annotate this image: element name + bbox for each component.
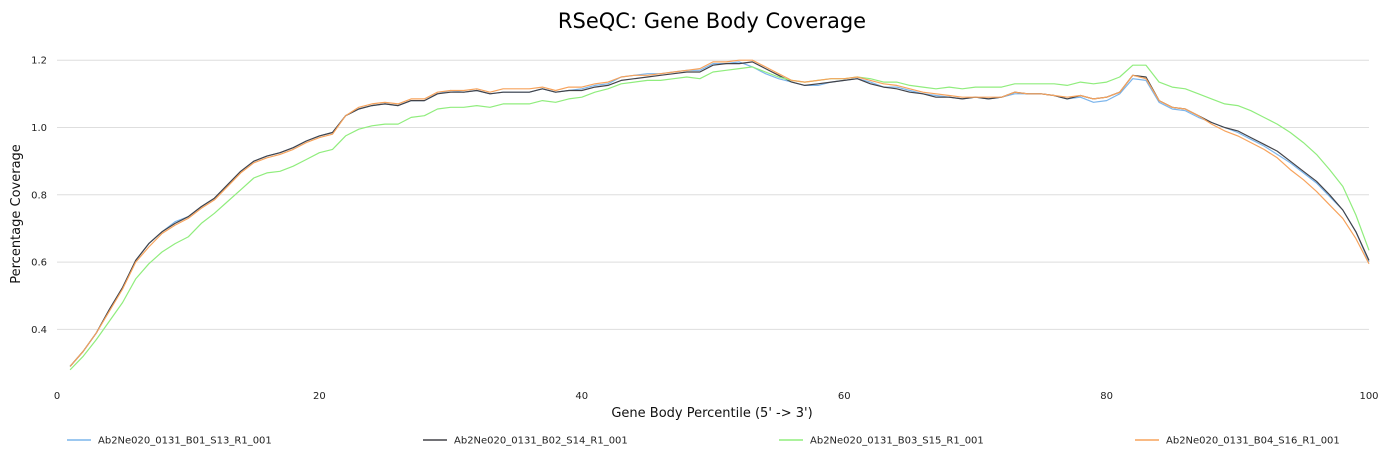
chart-title: RSeQC: Gene Body Coverage — [558, 9, 866, 33]
legend-item[interactable]: Ab2Ne020_0131_B01_S13_R1_001 — [67, 436, 272, 447]
series-lines — [69, 59, 1370, 371]
y-axis-ticks: 0.4 0.6 0.8 1.0 1.2 — [31, 56, 47, 336]
legend: Ab2Ne020_0131_B01_S13_R1_001 Ab2Ne020_013… — [67, 436, 1340, 447]
x-tick-label: 60 — [838, 391, 851, 402]
legend-item[interactable]: Ab2Ne020_0131_B03_S15_R1_001 — [779, 436, 984, 447]
legend-label: Ab2Ne020_0131_B04_S16_R1_001 — [1166, 436, 1340, 447]
x-tick-label: 0 — [54, 391, 60, 402]
gridlines — [57, 59, 1369, 330]
legend-item[interactable]: Ab2Ne020_0131_B02_S14_R1_001 — [423, 436, 628, 447]
y-axis-label: Percentage Coverage — [9, 144, 24, 284]
x-tick-label: 80 — [1100, 391, 1113, 402]
legend-label: Ab2Ne020_0131_B03_S15_R1_001 — [810, 436, 984, 447]
y-tick-label: 0.6 — [31, 258, 47, 269]
y-tick-label: 0.8 — [31, 190, 47, 201]
x-tick-label: 100 — [1359, 391, 1378, 402]
x-axis-ticks: 0 20 40 60 80 100 — [54, 391, 1379, 402]
x-tick-label: 40 — [575, 391, 588, 402]
series-line[interactable] — [69, 64, 1370, 371]
y-tick-label: 0.4 — [31, 325, 47, 336]
series-line[interactable] — [69, 59, 1370, 367]
y-tick-label: 1.2 — [31, 56, 47, 67]
legend-label: Ab2Ne020_0131_B02_S14_R1_001 — [454, 436, 628, 447]
legend-label: Ab2Ne020_0131_B01_S13_R1_001 — [98, 436, 272, 447]
legend-item[interactable]: Ab2Ne020_0131_B04_S16_R1_001 — [1135, 436, 1340, 447]
x-axis-label: Gene Body Percentile (5' -> 3') — [611, 406, 812, 421]
x-tick-label: 20 — [313, 391, 326, 402]
y-tick-label: 1.0 — [31, 123, 47, 134]
